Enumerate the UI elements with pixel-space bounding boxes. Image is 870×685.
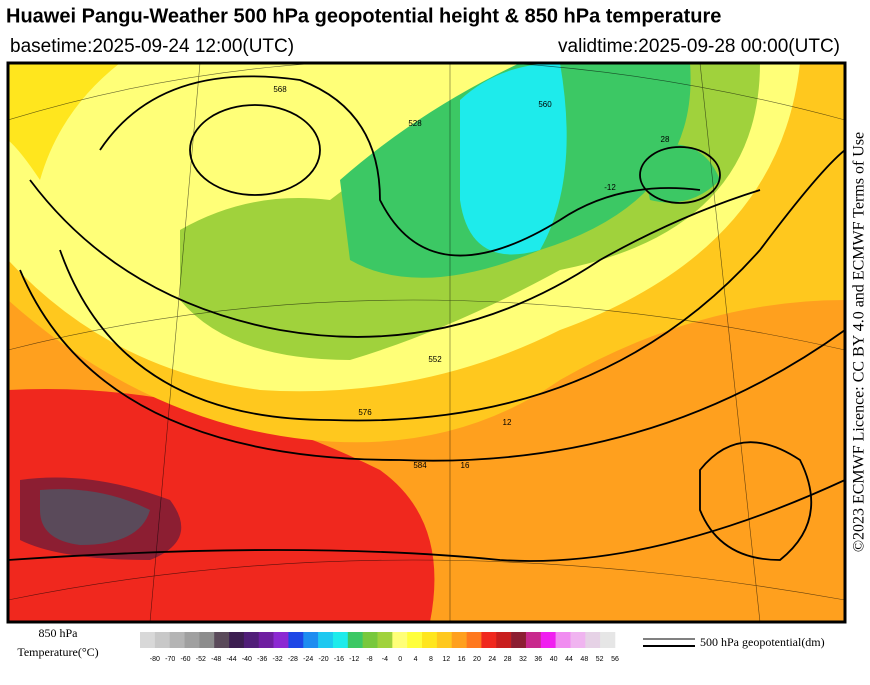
colorbar-swatch — [525, 632, 542, 648]
colorbar-swatch — [540, 632, 556, 648]
colorbar-tick: -20 — [319, 656, 329, 663]
colorbar-swatch — [273, 632, 289, 648]
colorbar-tick: -36 — [257, 656, 267, 663]
colorbar-tick: 0 — [398, 656, 402, 663]
colorbar-tick: 28 — [504, 656, 512, 663]
colorbar-tick: -40 — [242, 656, 252, 663]
colorbar-tick: 36 — [534, 656, 542, 663]
colorbar-swatch — [555, 632, 571, 648]
colorbar-swatch — [585, 632, 601, 648]
colorbar-swatch — [318, 632, 334, 648]
colorbar-tick: -48 — [211, 656, 221, 663]
colorbar-swatch — [154, 632, 170, 648]
colorbar-tick: -28 — [288, 656, 298, 663]
contour-label: 552 — [428, 355, 442, 364]
colorbar-tick: 40 — [550, 656, 558, 663]
colorbar-swatch — [303, 632, 319, 648]
contour-label: 28 — [661, 135, 670, 144]
colorbar-tick: -60 — [180, 656, 190, 663]
colorbar-tick: 16 — [458, 656, 466, 663]
colorbar-tick: 56 — [611, 656, 619, 663]
colorbar-swatch — [140, 632, 156, 648]
colorbar-tick: 20 — [473, 656, 481, 663]
colorbar-tick: -44 — [226, 656, 236, 663]
colorbar-tick: -12 — [349, 656, 359, 663]
colorbar-tick: 52 — [596, 656, 604, 663]
colorbar-tick: -32 — [272, 656, 282, 663]
contour-label: 12 — [503, 418, 512, 427]
contour-label: 576 — [358, 408, 372, 417]
colorbar-swatch — [347, 632, 363, 648]
colorbar-swatch — [481, 632, 497, 648]
colorbar-tick: 44 — [565, 656, 573, 663]
legend-label: 850 hPa — [39, 626, 79, 640]
colorbar-swatch — [466, 632, 482, 648]
colorbar-tick: -24 — [303, 656, 313, 663]
colorbar-swatch — [407, 632, 423, 648]
contour-label: 568 — [273, 85, 287, 94]
colorbar-swatch — [243, 632, 260, 648]
colorbar-swatch — [332, 632, 349, 648]
colorbar-swatch — [377, 632, 393, 648]
colorbar-tick: -52 — [196, 656, 206, 663]
colorbar-swatch — [436, 632, 453, 648]
colorbar-swatch — [214, 632, 230, 648]
colorbar-swatch — [451, 632, 467, 648]
contour-label: 528 — [408, 119, 422, 128]
contour-label: 560 — [538, 100, 552, 109]
contour-legend: 500 hPa geopotential(dm) — [700, 635, 825, 649]
colorbar-swatch — [258, 632, 274, 648]
colorbar-tick: -70 — [165, 656, 175, 663]
colorbar-tick: 4 — [414, 656, 418, 663]
colorbar-swatch — [184, 632, 200, 648]
colorbar-swatch — [511, 632, 527, 648]
colorbar-tick: -4 — [382, 656, 388, 663]
contour-label: 584 — [413, 461, 427, 470]
basetime: basetime:2025-09-24 12:00(UTC) — [10, 36, 294, 57]
validtime: validtime:2025-09-28 00:00(UTC) — [558, 36, 840, 57]
title: Huawei Pangu-Weather 500 hPa geopotentia… — [6, 5, 721, 27]
colorbar-tick: 8 — [429, 656, 433, 663]
colorbar-tick: 24 — [488, 656, 496, 663]
contour-label: 16 — [461, 461, 470, 470]
colorbar-swatch — [392, 632, 408, 648]
license: ©2023 ECMWF Licence: CC BY 4.0 and ECMWF… — [851, 132, 868, 552]
colorbar-swatch — [570, 632, 586, 648]
colorbar-tick: 48 — [580, 656, 588, 663]
colorbar-swatch — [169, 632, 185, 648]
colorbar-tick: 32 — [519, 656, 527, 663]
colorbar-tick: -8 — [366, 656, 372, 663]
colorbar-swatch — [288, 632, 304, 648]
colorbar-swatch — [422, 632, 438, 648]
colorbar-swatch — [600, 632, 616, 648]
colorbar-tick: 12 — [442, 656, 450, 663]
colorbar-tick: -80 — [150, 656, 160, 663]
contour-label: -12 — [604, 183, 616, 192]
colorbar-swatch — [362, 632, 378, 648]
legend-label: Temperature(°C) — [17, 645, 98, 659]
colorbar-swatch — [199, 632, 215, 648]
map — [6, 61, 847, 624]
colorbar-tick: -16 — [334, 656, 344, 663]
colorbar-swatch — [229, 632, 245, 648]
colorbar-swatch — [496, 632, 512, 648]
